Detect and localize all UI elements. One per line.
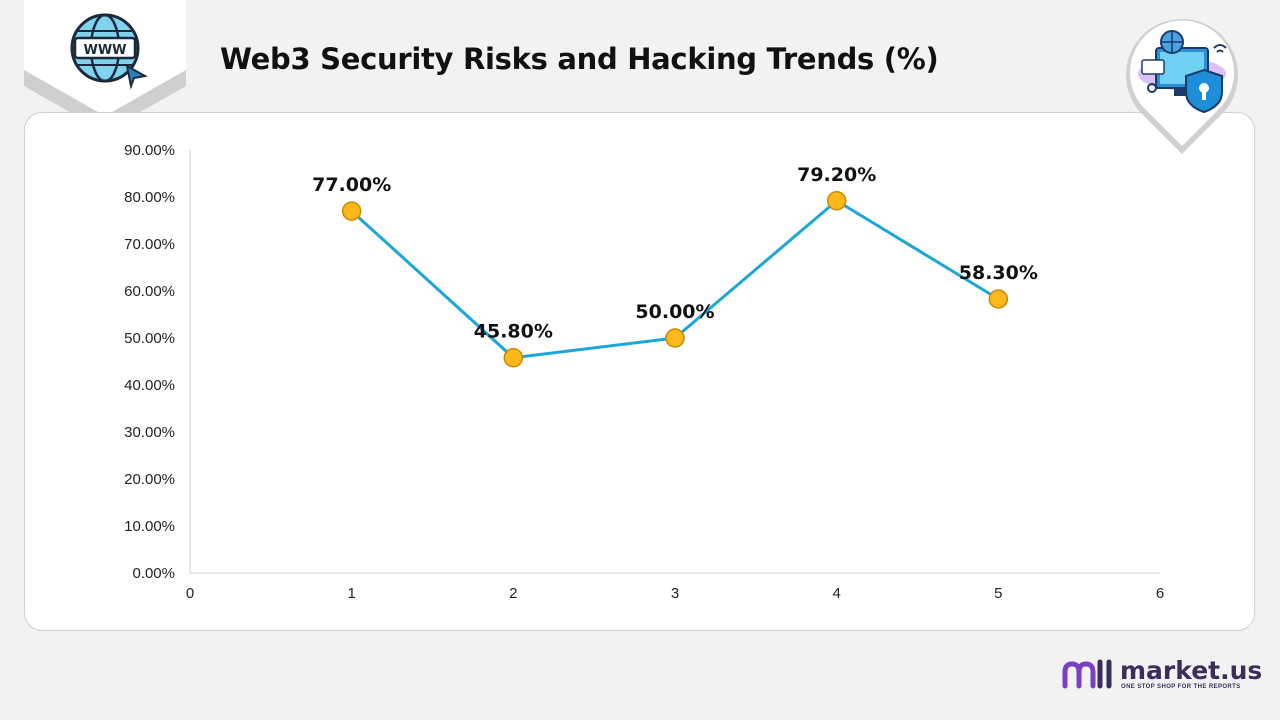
data-point	[665, 328, 685, 348]
x-tick-label: 4	[832, 585, 840, 602]
data-point	[341, 201, 362, 221]
y-tick-label: 80.00%	[124, 189, 175, 206]
y-axis-ticks: 0.00% 10.00% 20.00% 30.00% 40.00% 50.00% 60.00…	[124, 142, 175, 582]
data-point	[503, 347, 524, 368]
market-us-logo-icon	[1062, 659, 1112, 689]
x-tick-label: 5	[994, 585, 1002, 602]
data-label: 58.30%	[959, 262, 1038, 284]
data-point	[826, 191, 847, 211]
x-tick-label: 1	[347, 585, 355, 602]
security-shield-icon	[1138, 30, 1227, 114]
x-tick-label: 0	[186, 585, 194, 602]
data-label: 45.80%	[474, 321, 553, 343]
svg-text:WWW: WWW	[83, 43, 126, 58]
y-tick-label: 10.00%	[124, 518, 175, 535]
y-tick-label: 50.00%	[124, 330, 175, 347]
brand-tagline: ONE STOP SHOP FOR THE REPORTS	[1121, 684, 1241, 690]
x-tick-label: 2	[509, 585, 517, 602]
y-tick-label: 0.00%	[132, 565, 175, 582]
x-tick-label: 6	[1156, 585, 1164, 602]
data-label: 50.00%	[635, 301, 714, 323]
y-tick-label: 60.00%	[124, 283, 175, 300]
y-tick-label: 30.00%	[124, 424, 175, 441]
www-globe-icon: WWW	[70, 13, 148, 90]
data-labels: 77.00% 45.80% 50.00% 79.20% 58.30%	[312, 164, 1038, 343]
brand-logo: market.us ONE STOP SHOP FOR THE REPORTS	[1062, 656, 1262, 696]
y-tick-label: 40.00%	[124, 377, 175, 394]
chart-axes	[189, 150, 1160, 574]
x-axis-ticks: 0 1 2 3 4 5 6	[186, 585, 1164, 602]
y-tick-label: 90.00%	[124, 142, 175, 159]
x-tick-label: 3	[671, 585, 679, 602]
data-point	[988, 289, 1009, 309]
data-label: 77.00%	[312, 174, 391, 196]
brand-name: market.us	[1120, 656, 1263, 685]
pin-badge	[1122, 12, 1242, 160]
chart-card	[24, 112, 1255, 631]
series-markers	[341, 191, 1009, 368]
corner-badge: WWW	[24, 0, 186, 132]
y-tick-label: 70.00%	[124, 236, 175, 253]
data-label: 79.20%	[797, 164, 876, 186]
page-title: Web3 Security Risks and Hacking Trends (…	[220, 42, 939, 76]
y-tick-label: 20.00%	[124, 471, 175, 488]
